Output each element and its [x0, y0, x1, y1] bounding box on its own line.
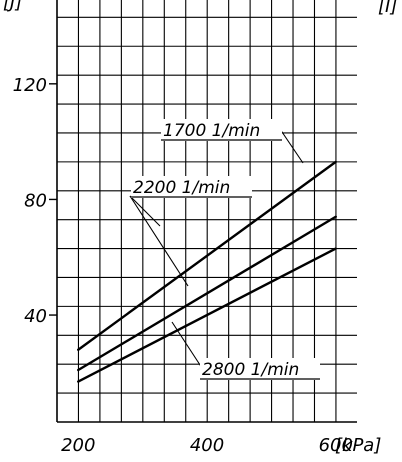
- leader-line-2: [129, 195, 189, 287]
- curve-label-background-2: [200, 358, 320, 380]
- x-tick-label-400: 400: [190, 435, 224, 456]
- series-lines: [77, 160, 337, 383]
- curve-label-0: 1700 1/min: [163, 121, 260, 141]
- curve-label-background-1: [131, 176, 252, 198]
- series-line-0: [77, 160, 337, 351]
- series-line-1: [77, 215, 337, 372]
- leader-line-0: [279, 128, 304, 164]
- right-axis-unit-label: [I]: [378, 0, 397, 17]
- y-tick-label-80: 80: [24, 190, 47, 211]
- y-axis-unit-label: [J]: [3, 0, 22, 13]
- curve-label-1: 2200 1/min: [133, 178, 230, 198]
- curve-label-2: 2800 1/min: [202, 360, 299, 380]
- y-tick-label-40: 40: [24, 306, 47, 327]
- tick-labels: 40 80 120 200 400 600: [13, 75, 353, 456]
- series-line-2: [77, 247, 337, 383]
- curve-label-background-0: [161, 119, 282, 141]
- x-tick-label-200: 200: [61, 435, 95, 456]
- x-axis-unit-label: [kPa]: [335, 435, 381, 456]
- x-tick-label-600: 600: [319, 435, 353, 456]
- leader-line-1: [129, 195, 161, 227]
- leader-line-3: [171, 321, 203, 369]
- curve-labels: 1700 1/min 2200 1/min 2800 1/min: [131, 119, 320, 380]
- y-tick-label-120: 120: [13, 75, 47, 96]
